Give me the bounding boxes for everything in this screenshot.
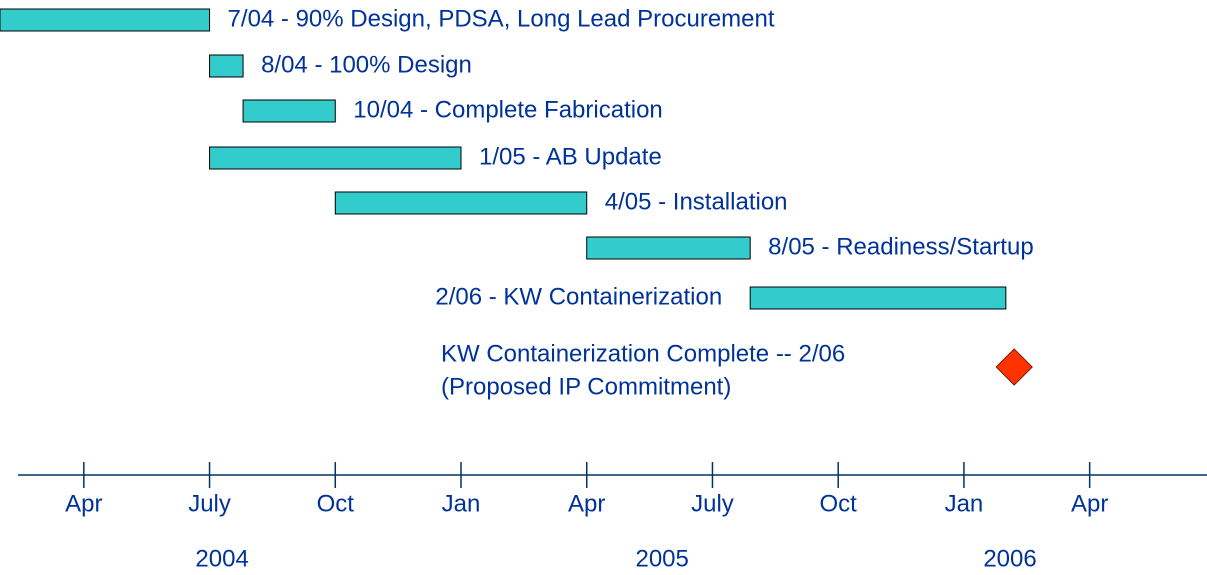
task-label: 7/04 - 90% Design, PDSA, Long Lead Procu…	[228, 5, 775, 32]
task-bar	[209, 54, 244, 78]
x-tick-label: July	[691, 490, 734, 517]
task-bar	[749, 286, 1007, 310]
year-label: 2004	[195, 545, 248, 572]
task-bar	[334, 191, 588, 215]
x-tick-label: July	[188, 490, 231, 517]
task-label: 1/05 - AB Update	[479, 143, 662, 170]
x-tick-label: Jan	[442, 490, 481, 517]
task-label: 8/04 - 100% Design	[261, 51, 472, 78]
x-tick-label: Apr	[1071, 490, 1108, 517]
x-tick-label: Oct	[820, 490, 858, 517]
x-tick-label: Jan	[945, 490, 984, 517]
task-bar	[0, 8, 211, 32]
year-label: 2006	[983, 545, 1036, 572]
task-label: 4/05 - Installation	[605, 188, 788, 215]
task-bar	[209, 146, 462, 170]
x-tick-label: Apr	[65, 490, 102, 517]
milestone-label: (Proposed IP Commitment)	[441, 373, 731, 400]
task-bar	[586, 236, 751, 260]
task-label: 8/05 - Readiness/Startup	[768, 233, 1034, 260]
x-tick-label: Oct	[317, 490, 355, 517]
x-tick-label: Apr	[568, 490, 605, 517]
task-label: 10/04 - Complete Fabrication	[353, 96, 663, 123]
task-label: 2/06 - KW Containerization	[435, 283, 722, 310]
milestone	[995, 348, 1033, 386]
task-bar	[242, 99, 336, 123]
milestone-label: KW Containerization Complete -- 2/06	[441, 340, 845, 367]
year-label: 2005	[635, 545, 688, 572]
